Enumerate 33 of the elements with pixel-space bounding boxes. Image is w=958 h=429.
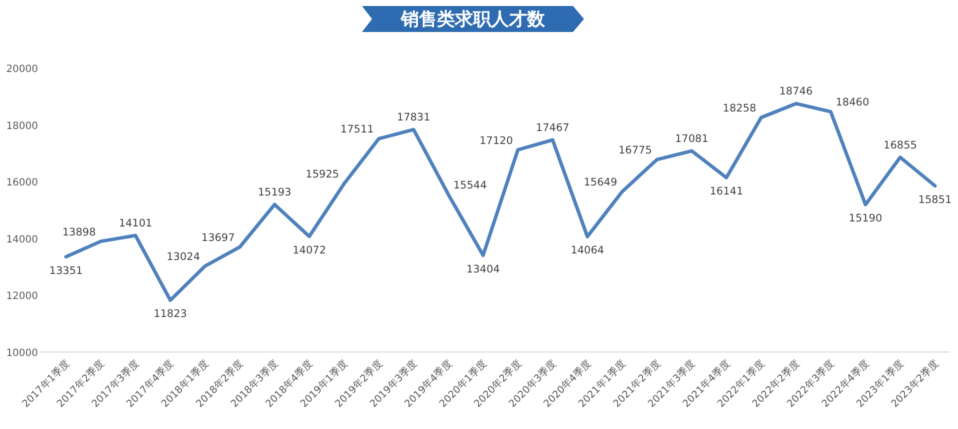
data-label: 15193 (258, 186, 292, 199)
data-label: 16775 (618, 144, 652, 157)
data-label: 17467 (536, 122, 570, 134)
data-label: 13697 (201, 232, 235, 244)
data-label: 13024 (166, 251, 200, 264)
data-label: 16141 (710, 186, 744, 198)
data-label: 13351 (49, 264, 83, 277)
data-label: 17081 (674, 132, 708, 145)
data-label: 11823 (154, 308, 187, 320)
y-tick-label: 12000 (6, 291, 38, 302)
data-label: 18258 (722, 102, 756, 114)
data-label: 16855 (884, 139, 917, 152)
y-tick-label: 10000 (6, 348, 38, 359)
data-label: 17120 (479, 134, 513, 147)
data-label: 15925 (306, 168, 340, 181)
data-label: 15851 (918, 194, 952, 206)
data-label: 15190 (848, 212, 882, 225)
data-label: 17511 (340, 124, 374, 136)
chart-title: 销售类求职人才数 (400, 9, 546, 30)
data-label: 15649 (584, 176, 618, 189)
data-label: 14101 (118, 218, 152, 230)
y-tick-label: 14000 (6, 234, 38, 246)
data-label: 14072 (292, 244, 326, 256)
data-label: 13404 (466, 263, 500, 276)
data-label: 15544 (453, 180, 488, 192)
data-label: 18460 (836, 96, 870, 109)
data-label: 14064 (570, 244, 604, 257)
data-label: 18746 (779, 86, 813, 98)
data-label: 17831 (396, 112, 430, 124)
y-tick-label: 18000 (6, 120, 38, 132)
data-label: 13898 (62, 226, 96, 238)
y-tick-label: 16000 (6, 178, 38, 189)
y-tick-label: 20000 (6, 64, 38, 75)
